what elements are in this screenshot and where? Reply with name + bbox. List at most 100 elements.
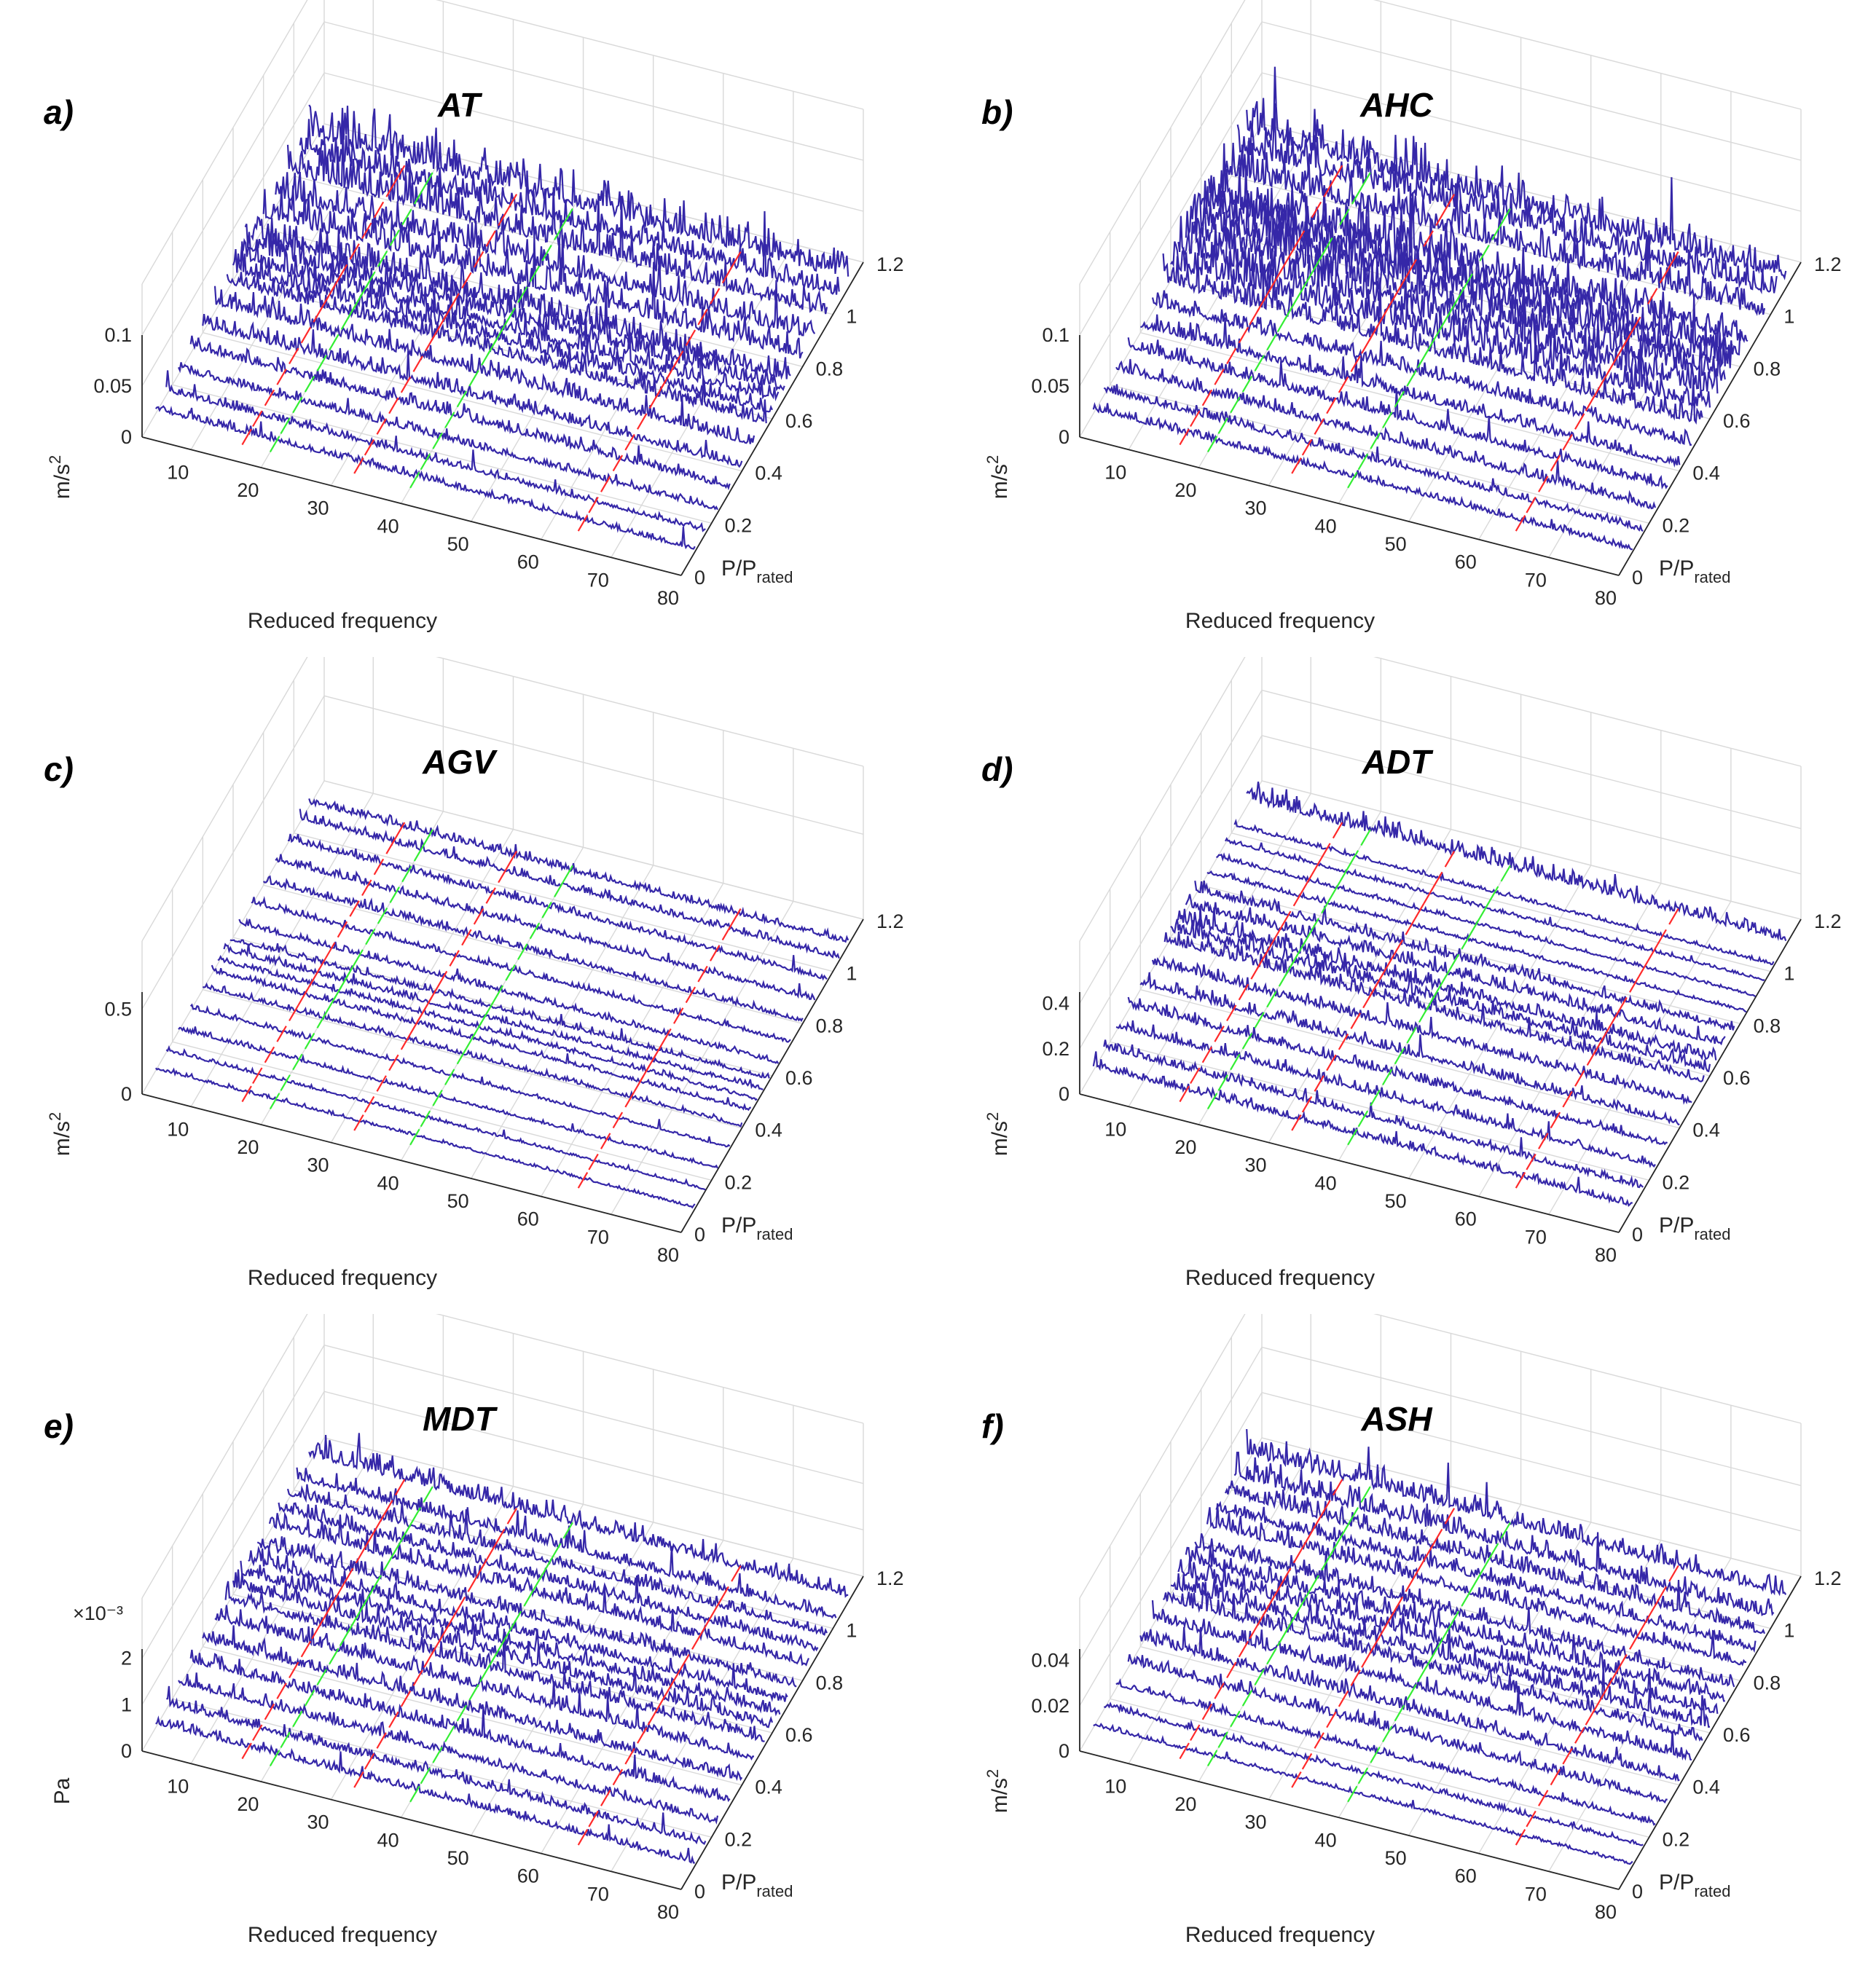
red-marker bbox=[1249, 1622, 1260, 1640]
spectrum-trace bbox=[223, 943, 764, 1090]
green-marker bbox=[1241, 1689, 1253, 1707]
red-marker bbox=[1392, 1596, 1404, 1613]
panel-letter: c) bbox=[44, 750, 74, 788]
z-tick-label: 0.1 bbox=[104, 324, 132, 346]
red-marker bbox=[1292, 889, 1304, 907]
x-tick-label: 20 bbox=[237, 479, 259, 501]
red-marker bbox=[353, 1771, 364, 1788]
green-marker bbox=[1339, 1522, 1350, 1540]
red-marker bbox=[1562, 433, 1573, 451]
red-marker bbox=[1526, 1810, 1536, 1828]
y-axis-line bbox=[680, 261, 864, 576]
red-marker bbox=[1214, 369, 1225, 385]
green-marker bbox=[292, 1710, 303, 1728]
y-tick-label: 0 bbox=[694, 1224, 705, 1246]
spectrum-trace bbox=[154, 405, 696, 550]
x-axis-line bbox=[141, 1093, 682, 1233]
panel-title: AHC bbox=[1359, 86, 1433, 124]
spectrum-trace bbox=[1215, 1500, 1757, 1653]
grid-line bbox=[172, 384, 712, 524]
green-marker bbox=[304, 1032, 315, 1050]
red-marker bbox=[685, 986, 696, 1004]
green-marker bbox=[444, 412, 455, 428]
red-marker bbox=[1515, 1171, 1526, 1189]
red-marker bbox=[1368, 1638, 1379, 1655]
spectrum-trace bbox=[1224, 1480, 1766, 1634]
grid-line bbox=[203, 1645, 742, 1786]
waterfall-plot: 10 20 30 40 50 60 70 80 0 0.2 0.4 0.6 0.8 1 1.2 0 0.02 0.… bbox=[981, 1314, 1842, 1947]
y-tick-label: 1.2 bbox=[1814, 253, 1842, 275]
green-marker bbox=[1330, 881, 1341, 898]
green-marker bbox=[1292, 1603, 1303, 1621]
red-marker bbox=[1226, 1004, 1237, 1022]
green-marker bbox=[1406, 1026, 1417, 1044]
z-tick-label: 0.4 bbox=[1042, 993, 1070, 1015]
red-marker bbox=[1271, 1583, 1282, 1600]
red-marker bbox=[1302, 874, 1313, 891]
red-marker bbox=[1638, 960, 1649, 977]
x-tick-label: 10 bbox=[167, 1775, 189, 1797]
red-marker bbox=[382, 1500, 393, 1516]
green-marker bbox=[1254, 1669, 1265, 1685]
y-tick-label: 0.4 bbox=[1692, 1777, 1720, 1798]
red-marker bbox=[400, 1690, 412, 1707]
green-marker bbox=[377, 907, 388, 924]
spectrum-trace bbox=[165, 370, 706, 532]
green-marker bbox=[1479, 1558, 1490, 1575]
red-marker bbox=[1190, 1724, 1201, 1742]
spectrum-trace bbox=[1140, 314, 1681, 468]
green-marker bbox=[1308, 1575, 1319, 1592]
green-marker bbox=[1469, 1574, 1481, 1592]
grid-line bbox=[263, 884, 803, 1025]
green-marker bbox=[269, 1093, 280, 1110]
chart-panel-f: 10 20 30 40 50 60 70 80 0 0.2 0.4 0.6 0.8 1 1.2 0 0.02 0.… bbox=[938, 1314, 1875, 1971]
y-axis-label-sub: rated bbox=[1694, 568, 1730, 586]
spectrum-trace bbox=[154, 1067, 696, 1209]
y-axis-label-main: P/P bbox=[1659, 1870, 1694, 1895]
green-marker bbox=[1300, 276, 1311, 294]
green-marker bbox=[389, 229, 400, 246]
red-marker bbox=[431, 1638, 441, 1655]
green-marker bbox=[444, 1726, 455, 1742]
x-axis-label: Reduced frequency bbox=[248, 609, 437, 633]
green-marker bbox=[1217, 1074, 1228, 1091]
red-marker bbox=[1515, 1828, 1526, 1846]
x-tick-label: 10 bbox=[167, 1118, 189, 1140]
red-marker bbox=[385, 181, 396, 197]
grid-line bbox=[141, 72, 864, 387]
green-marker bbox=[1241, 375, 1253, 393]
x-axis-line bbox=[1079, 436, 1620, 576]
spectrum-trace bbox=[299, 809, 840, 959]
green-marker bbox=[456, 1704, 468, 1722]
x-tick-label: 40 bbox=[1315, 1172, 1337, 1194]
red-marker bbox=[679, 1653, 690, 1671]
spectrum-trace bbox=[178, 1026, 718, 1169]
x-axis-label: Reduced frequency bbox=[248, 1923, 437, 1947]
panel-letter: e) bbox=[44, 1407, 74, 1445]
green-marker bbox=[371, 1575, 382, 1592]
red-marker bbox=[264, 1703, 275, 1720]
red-marker bbox=[461, 272, 472, 289]
spectrum-trace bbox=[1193, 180, 1733, 369]
y-axis-label: P/Prated bbox=[1659, 556, 1731, 586]
z-axis-label-main: m/s bbox=[988, 1121, 1012, 1156]
x-tick-label: 60 bbox=[1455, 1208, 1477, 1230]
y-tick-label: 0 bbox=[1632, 1224, 1643, 1246]
grid-line bbox=[1261, 780, 1802, 920]
red-marker bbox=[349, 243, 360, 260]
grid-line bbox=[141, 21, 864, 336]
axes bbox=[141, 918, 864, 1233]
red-marker bbox=[624, 433, 635, 451]
grid-line bbox=[1110, 1041, 1649, 1181]
green-marker bbox=[1276, 315, 1288, 333]
grid-line bbox=[141, 1390, 864, 1705]
tick-labels: 10 20 30 40 50 60 70 80 0 0.2 0.4 0.6 0.8 1 1.2 0 0.5 bbox=[104, 910, 903, 1266]
tick-labels: 10 20 30 40 50 60 70 80 0 0.2 0.4 0.6 0.8 1 1.2 0 0.05 0.… bbox=[1031, 253, 1841, 609]
red-marker bbox=[1332, 165, 1343, 182]
red-marker bbox=[264, 389, 275, 406]
x-tick-label: 70 bbox=[1525, 1226, 1547, 1248]
red-marker bbox=[661, 1028, 672, 1045]
grid-line bbox=[172, 1698, 712, 1838]
red-marker bbox=[376, 418, 387, 435]
